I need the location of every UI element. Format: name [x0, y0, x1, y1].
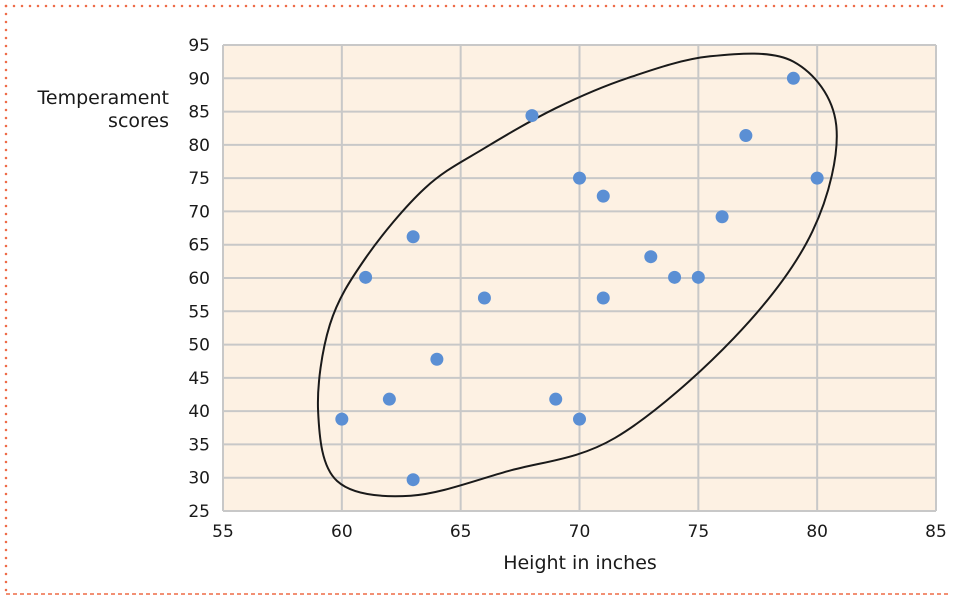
- y-tick-label: 25: [188, 502, 210, 522]
- data-point: [430, 352, 444, 366]
- data-point: [573, 171, 586, 185]
- y-tick-label: 70: [188, 202, 210, 222]
- data-point: [596, 291, 610, 305]
- y-tick-label: 45: [188, 369, 210, 389]
- y-axis-label-line-2: scores: [108, 110, 169, 132]
- cluster-enclosure-outline: [316, 52, 838, 498]
- data-point: [406, 473, 420, 487]
- data-point: [691, 270, 705, 284]
- y-tick-label: 75: [188, 169, 210, 189]
- x-tick-label: 80: [806, 522, 828, 542]
- y-axis-tick-labels: 25 30 35 40 45 50 55 60 65 70 75 80 85 90 95: [188, 36, 210, 522]
- data-point: [573, 412, 586, 426]
- data-point: [525, 109, 539, 123]
- x-tick-label: 85: [925, 522, 947, 542]
- x-tick-label: 60: [331, 522, 353, 542]
- x-tick-label: 55: [212, 522, 234, 542]
- data-point: [549, 392, 563, 406]
- y-tick-label: 65: [188, 236, 210, 256]
- data-point: [810, 171, 824, 185]
- data-point: [786, 71, 800, 85]
- y-tick-label: 55: [188, 302, 210, 322]
- y-tick-label: 30: [188, 469, 210, 489]
- x-tick-label: 70: [569, 522, 591, 542]
- y-tick-label: 50: [188, 336, 210, 356]
- y-tick-label: 95: [188, 36, 210, 56]
- data-point: [668, 270, 682, 284]
- x-axis-tick-labels: 55 60 65 70 75 80 85: [212, 522, 947, 542]
- data-point: [406, 230, 420, 244]
- data-point: [644, 250, 658, 264]
- data-point: [739, 129, 753, 143]
- y-tick-label: 80: [188, 136, 210, 156]
- y-tick-label: 40: [188, 402, 210, 422]
- y-tick-label: 60: [188, 269, 210, 289]
- x-tick-label: 75: [688, 522, 710, 542]
- y-tick-label: 35: [188, 435, 210, 455]
- data-point: [715, 210, 729, 224]
- x-tick-label: 65: [450, 522, 472, 542]
- data-point: [359, 270, 373, 284]
- y-tick-label: 85: [188, 103, 210, 123]
- x-axis-label: Height in inches: [503, 552, 657, 574]
- y-axis-label-line-1: Temperament: [37, 87, 169, 109]
- data-point: [382, 392, 396, 406]
- data-point: [596, 189, 610, 203]
- y-tick-label: 90: [188, 69, 210, 89]
- data-points: [335, 71, 824, 487]
- data-point: [477, 291, 491, 305]
- data-point: [335, 412, 349, 426]
